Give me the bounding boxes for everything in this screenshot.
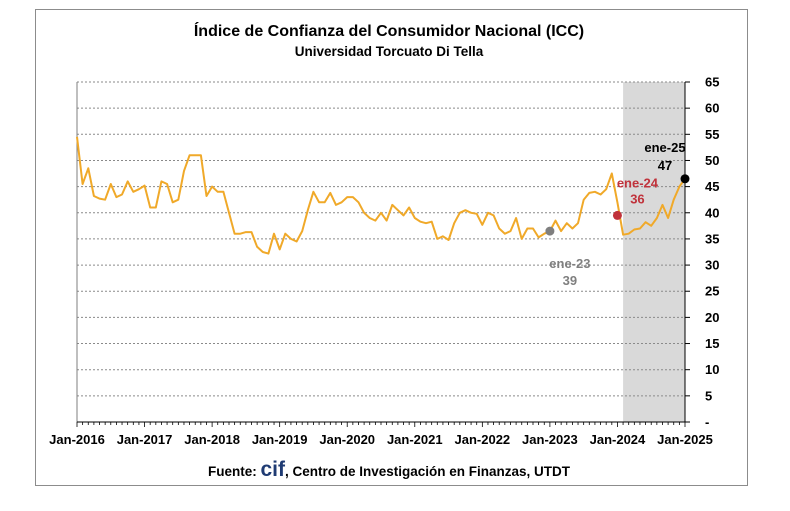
- chart-frame: Índice de Confianza del Consumidor Nacio…: [35, 9, 748, 486]
- x-tick-label: Jan-2025: [657, 432, 713, 447]
- y-tick-label: 60: [705, 101, 719, 116]
- y-tick-label: 65: [705, 75, 719, 90]
- gridlines: [77, 81, 690, 423]
- y-axis-tick-labels: - 5 10 15 20 25 30 35 40 45 50 55 60 65: [705, 75, 719, 430]
- source-note: Fuente: cif, Centro de Investigación en …: [208, 458, 571, 481]
- source-prefix: Fuente:: [208, 464, 261, 479]
- y-tick-label: 55: [705, 127, 719, 142]
- marker-ene-24: [612, 210, 622, 220]
- x-tick-label: Jan-2021: [387, 432, 443, 447]
- x-tick-label: Jan-2024: [590, 432, 646, 447]
- annotation-value: 47: [658, 158, 672, 173]
- x-axis-tick-labels: Jan-2016 Jan-2017 Jan-2018 Jan-2019 Jan-2020…: [49, 432, 713, 447]
- y-tick-label: -: [705, 415, 709, 430]
- x-tick-label: Jan-2018: [184, 432, 240, 447]
- y-tick-label: 50: [705, 153, 719, 168]
- annotation-markers: [545, 174, 690, 236]
- x-tick-label: Jan-2017: [117, 432, 173, 447]
- x-tick-label: Jan-2022: [455, 432, 511, 447]
- cif-logo: cif: [260, 458, 286, 481]
- marker-ene-25: [680, 174, 690, 184]
- y-tick-label: 10: [705, 362, 719, 377]
- x-tick-label: Jan-2019: [252, 432, 308, 447]
- annotation-label: ene-24: [617, 175, 659, 190]
- series-line-icc: [76, 136, 686, 255]
- axes: [76, 82, 686, 427]
- y-tick-label: 5: [705, 388, 712, 403]
- y-tick-label: 45: [705, 179, 719, 194]
- y-tick-label: 15: [705, 336, 719, 351]
- y-tick-label: 25: [705, 284, 719, 299]
- annotation-value: 36: [630, 191, 644, 206]
- chart-title: Índice de Confianza del Consumidor Nacio…: [194, 21, 584, 40]
- source-suffix: , Centro de Investigación en Finanzas, U…: [285, 464, 571, 479]
- annotation-value: 39: [563, 273, 577, 288]
- annotation-label: ene-23: [549, 256, 590, 271]
- chart-subtitle: Universidad Torcuato Di Tella: [295, 44, 484, 59]
- x-tick-label: Jan-2023: [522, 432, 578, 447]
- x-tick-label: Jan-2016: [49, 432, 105, 447]
- shaded-period: [623, 82, 685, 422]
- y-tick-label: 40: [705, 205, 719, 220]
- y-tick-label: 30: [705, 258, 719, 273]
- y-tick-label: 20: [705, 310, 719, 325]
- annotation-label: ene-25: [644, 140, 685, 155]
- y-tick-label: 35: [705, 231, 719, 246]
- marker-ene-23: [545, 226, 555, 236]
- chart: Índice de Confianza del Consumidor Nacio…: [49, 21, 719, 481]
- x-tick-label: Jan-2020: [319, 432, 375, 447]
